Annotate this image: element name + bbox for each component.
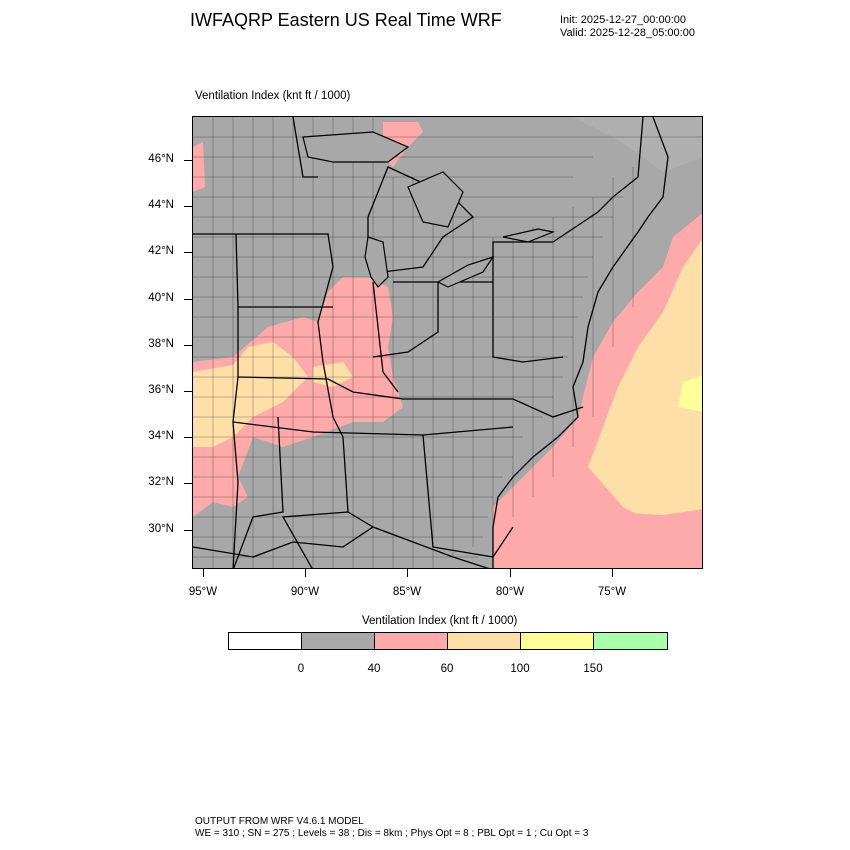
field-label: Ventilation Index (knt ft / 1000) <box>195 90 351 102</box>
lon-tick <box>305 569 306 577</box>
lat-label-32: 32°N <box>148 476 174 488</box>
lat-label-44: 44°N <box>148 199 174 211</box>
lon-label-90: 90°W <box>290 586 320 598</box>
colorbar-box-6 <box>594 633 667 649</box>
footer-model: OUTPUT FROM WRF V4.6.1 MODEL <box>195 816 364 827</box>
colorbar-box-2 <box>302 633 375 649</box>
colorbar-tick-40: 40 <box>367 663 381 675</box>
map-panel <box>192 116 703 569</box>
lon-tick <box>407 569 408 577</box>
lat-tick <box>184 252 192 253</box>
lake-erie <box>436 255 495 288</box>
lat-label-38: 38°N <box>148 338 174 350</box>
lon-tick <box>612 569 613 577</box>
lat-tick <box>184 299 192 300</box>
colorbar-tick-150: 150 <box>583 663 603 675</box>
atlantic-yellow-spot <box>678 375 702 412</box>
colorbar-box-4 <box>448 633 521 649</box>
colorbar-box-5 <box>521 633 594 649</box>
lat-tick <box>184 206 192 207</box>
atlantic-coastline <box>492 117 669 568</box>
colorbar-title: Ventilation Index (knt ft / 1000) <box>362 615 518 627</box>
lat-tick <box>184 160 192 161</box>
lake-michigan <box>364 236 389 288</box>
lat-label-42: 42°N <box>148 245 174 257</box>
lake-superior <box>302 131 410 163</box>
lat-tick <box>184 483 192 484</box>
county-lines <box>193 117 702 568</box>
lon-label-95: 95°W <box>188 586 218 598</box>
coastal-pink-south <box>493 509 702 568</box>
nw-pink <box>193 142 205 192</box>
atlantic-orange-zone <box>588 239 702 527</box>
canada-region <box>573 117 702 172</box>
colorbar-box-1 <box>229 633 302 649</box>
gulf-coastline <box>193 526 489 568</box>
plot-title: IWFAQRP Eastern US Real Time WRF <box>190 10 502 30</box>
central-orange-zone <box>193 342 308 447</box>
init-time: Init: 2025-12-27_00:00:00 <box>560 14 686 26</box>
lat-tick <box>184 530 192 531</box>
colorbar <box>228 632 668 650</box>
colorbar-box-3 <box>375 633 448 649</box>
lat-label-40: 40°N <box>148 292 174 304</box>
lon-label-75: 75°W <box>597 586 627 598</box>
lake-huron <box>407 171 464 228</box>
lon-label-85: 85°W <box>392 586 422 598</box>
colorbar-tick-0: 0 <box>297 663 305 675</box>
lat-label-46: 46°N <box>148 153 174 165</box>
lat-tick <box>184 437 192 438</box>
lat-label-30: 30°N <box>148 523 174 535</box>
lon-label-80: 80°W <box>495 586 525 598</box>
lat-label-34: 34°N <box>148 430 174 442</box>
lon-tick <box>510 569 511 577</box>
lat-label-36: 36°N <box>148 384 174 396</box>
valid-time: Valid: 2025-12-28_05:00:00 <box>560 27 695 39</box>
lake-ontario <box>502 228 556 243</box>
lon-tick <box>203 569 204 577</box>
colorbar-tick-60: 60 <box>440 663 454 675</box>
lat-tick <box>184 391 192 392</box>
lat-tick <box>184 345 192 346</box>
map-svg <box>193 117 702 568</box>
footer-config: WE = 310 ; SN = 275 ; Levels = 38 ; Dis … <box>195 828 589 839</box>
colorbar-tick-100: 100 <box>510 663 530 675</box>
